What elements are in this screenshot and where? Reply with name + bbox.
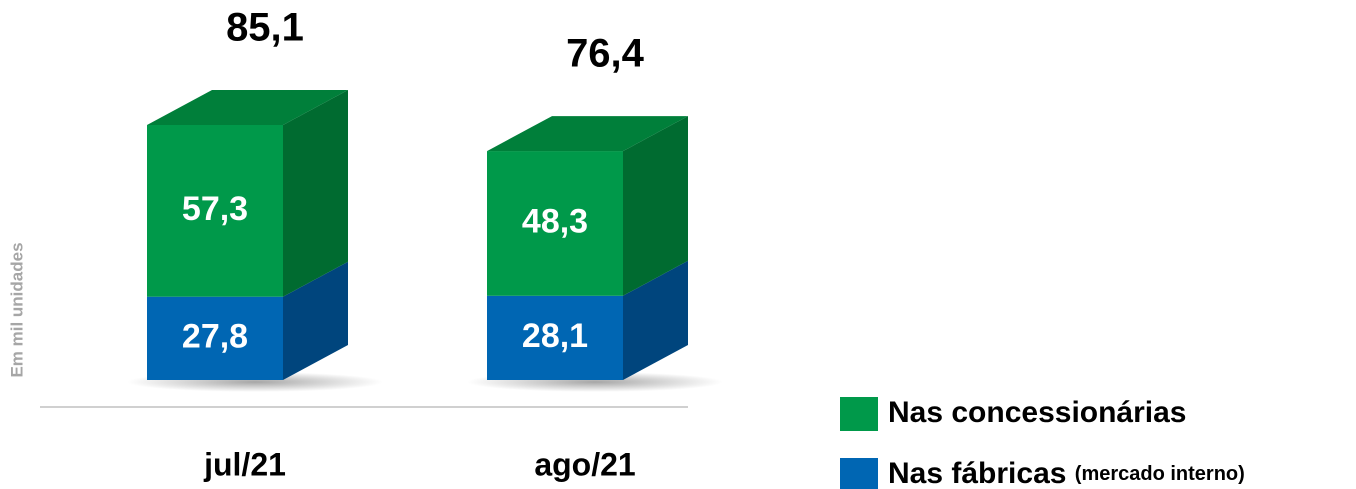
bar-segment [147, 125, 283, 297]
bar-segment [487, 295, 623, 380]
bar-side [623, 116, 688, 296]
value-label: 57,3 [182, 190, 248, 228]
legend-label: Nas fábricas (mercado interno) [888, 457, 1245, 489]
legend-note: (mercado interno) [1075, 463, 1245, 485]
bar-side [283, 261, 348, 380]
legend-name: Nas concessionárias [888, 396, 1187, 429]
legend-label: Nas concessionárias [888, 396, 1187, 429]
bar-side [623, 260, 688, 380]
y-axis-label: Em mil unidades [7, 242, 26, 377]
legend-swatch [840, 397, 878, 431]
x-tick-label: ago/21 [534, 446, 635, 482]
bar-top [147, 90, 348, 125]
value-label: 27,8 [182, 317, 248, 355]
bar-top [487, 116, 688, 152]
bar-segment [487, 151, 623, 296]
value-label: 48,3 [522, 202, 588, 240]
legend-name: Nas fábricas [888, 457, 1066, 489]
bar-segment [147, 296, 283, 380]
legend-swatch [840, 458, 878, 489]
total-label: 76,4 [566, 32, 645, 76]
bar-side [283, 90, 348, 297]
x-tick-label: jul/21 [203, 446, 286, 482]
value-label: 28,1 [522, 317, 588, 355]
total-label: 85,1 [226, 6, 304, 50]
